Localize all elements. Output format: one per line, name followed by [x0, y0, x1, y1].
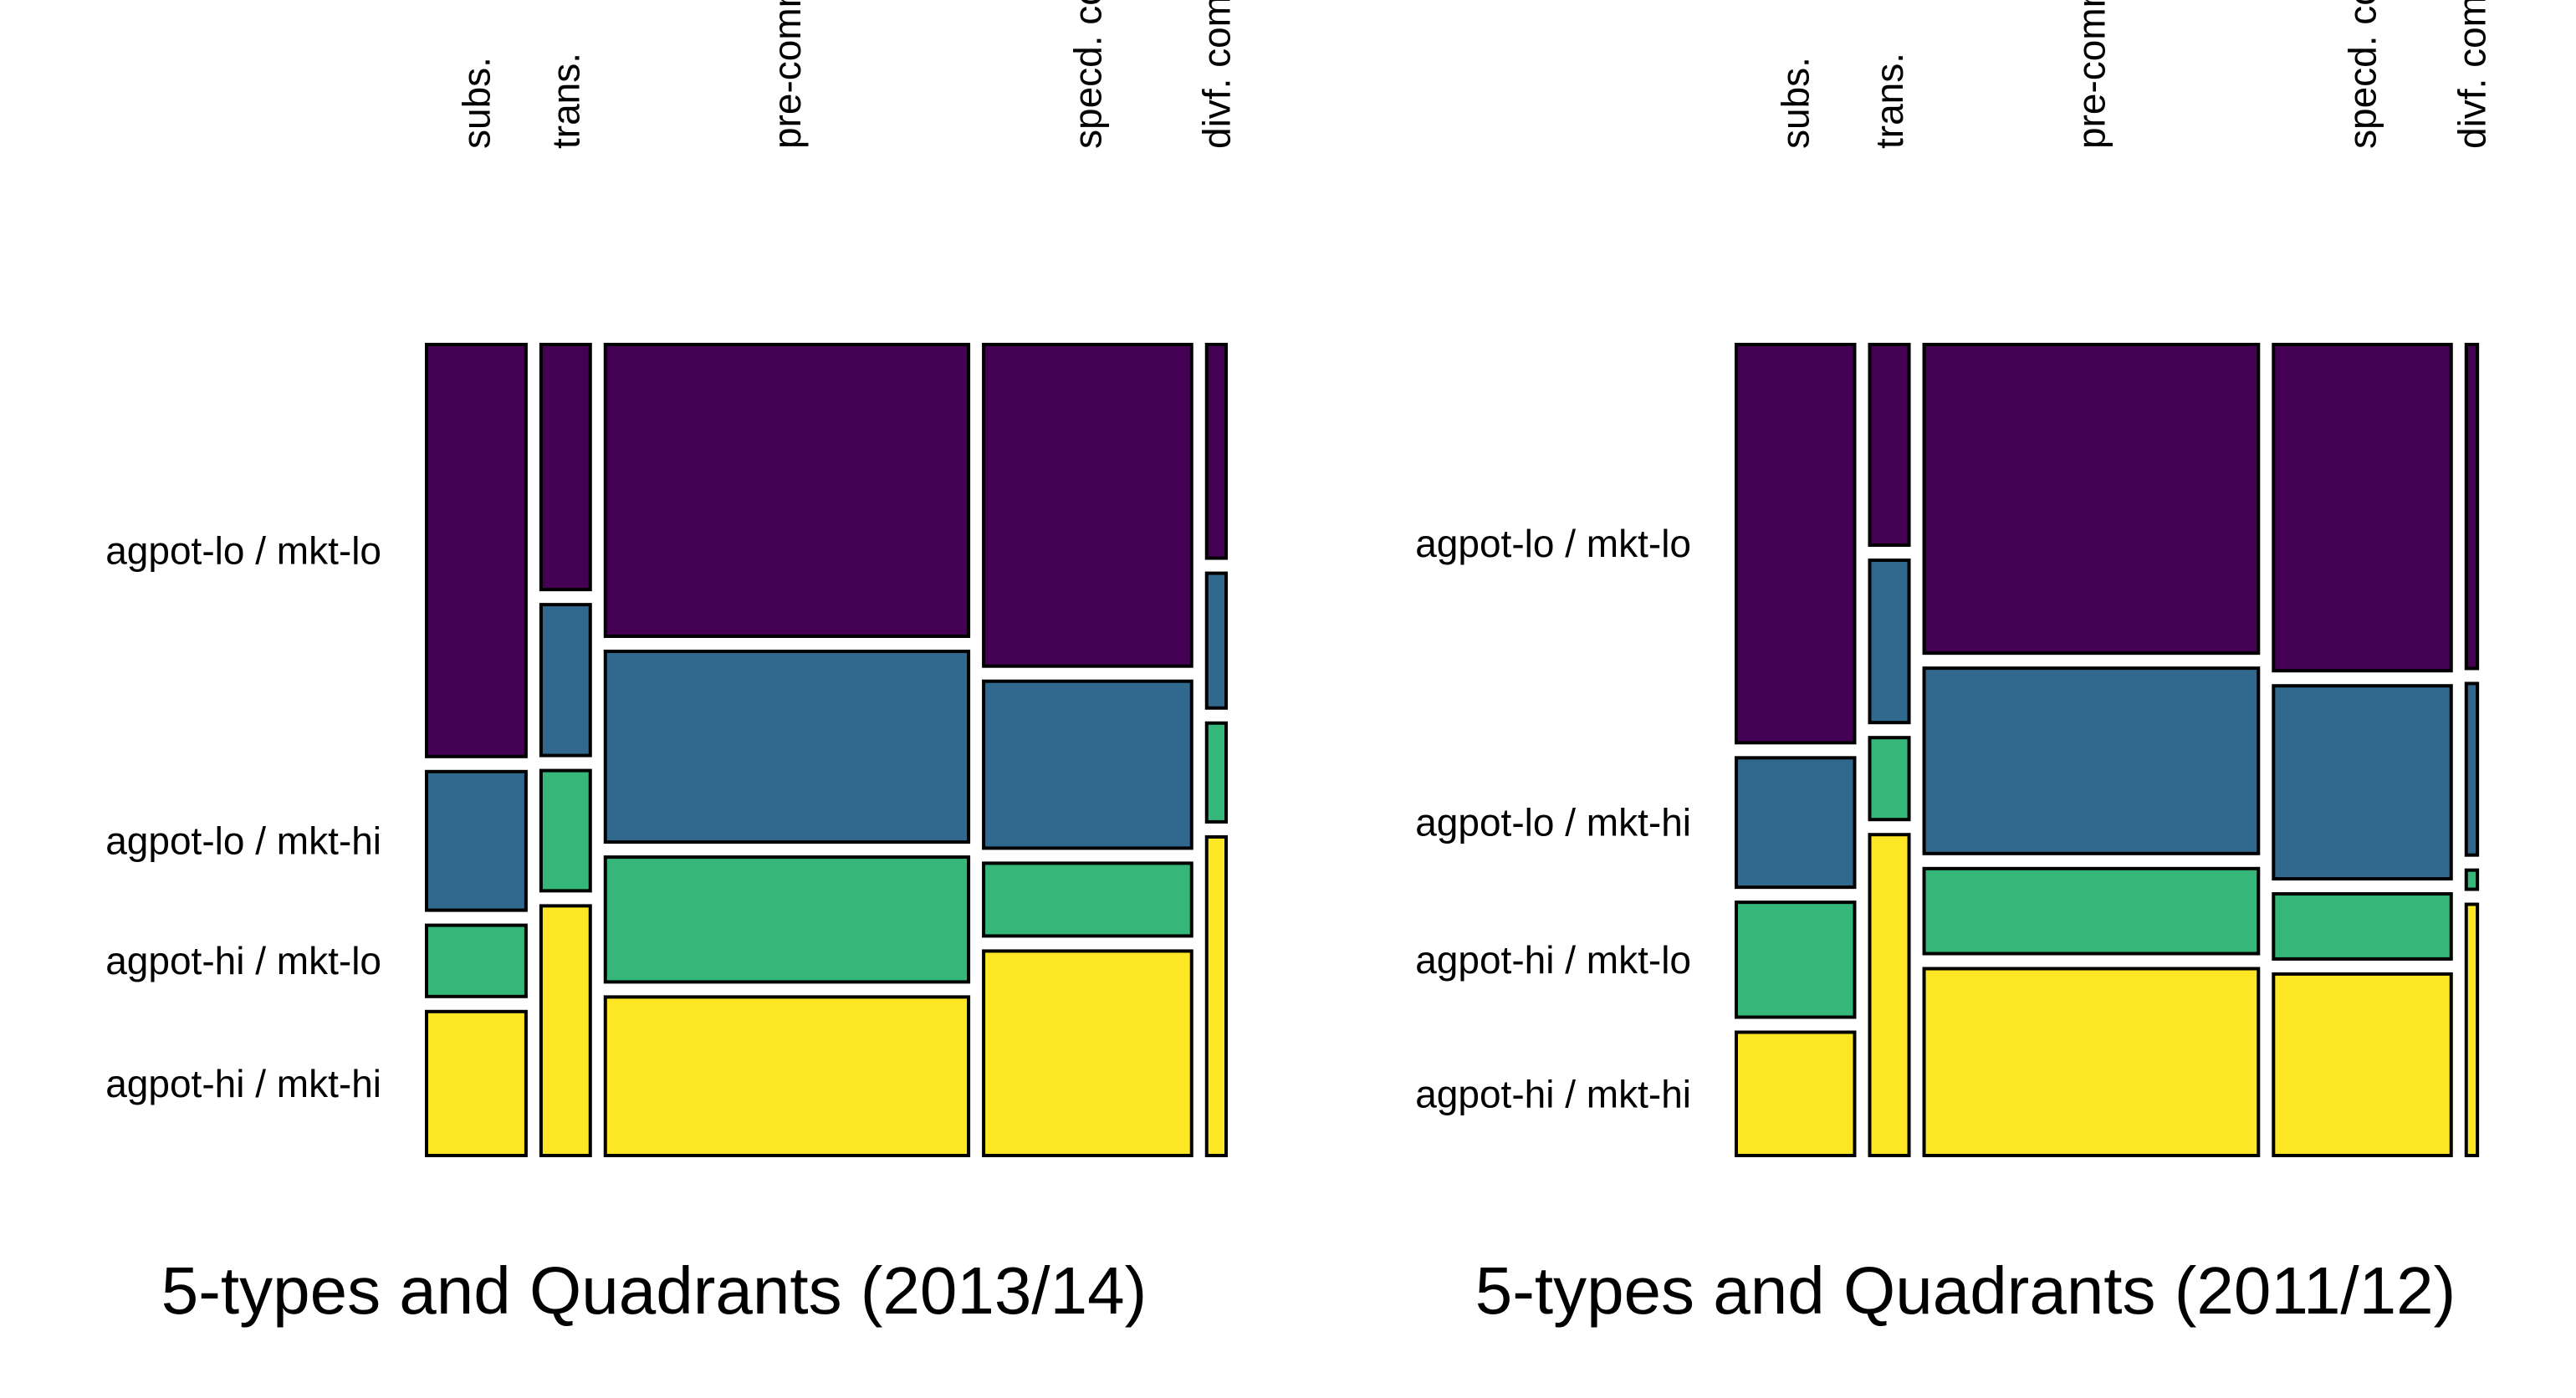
chart-title: 5-types and Quadrants (2011/12) — [1475, 1253, 2456, 1328]
mosaic-tile-divf-comm-agpot-lo-mkt-hi — [1204, 571, 1229, 710]
row-label: agpot-lo / mkt-lo — [1415, 522, 1691, 565]
mosaic-tile-subs-agpot-lo-mkt-lo — [425, 343, 528, 758]
mosaic-tile-divf-comm-agpot-lo-mkt-hi — [2464, 681, 2480, 857]
row-label: agpot-hi / mkt-lo — [105, 939, 381, 982]
column-label: divf. comm. — [1194, 0, 1238, 149]
mosaic-tile-trans-agpot-lo-mkt-hi — [1868, 558, 1911, 725]
mosaic-tile-trans-agpot-lo-mkt-lo — [539, 343, 592, 592]
row-label: agpot-hi / mkt-hi — [1415, 1072, 1691, 1115]
column-label: pre-comm. — [765, 0, 809, 149]
mosaic-tile-subs-agpot-hi-mkt-hi — [425, 1009, 528, 1157]
mosaic-tile-divf-comm-agpot-hi-mkt-hi — [2464, 902, 2480, 1157]
mosaic-tile-subs-agpot-lo-mkt-hi — [425, 769, 528, 912]
chart-title: 5-types and Quadrants (2013/14) — [161, 1253, 1147, 1328]
mosaic-tile-specd-comm-agpot-lo-mkt-lo — [982, 343, 1193, 668]
mosaic-tile-pre-comm-agpot-hi-mkt-lo — [1922, 866, 2261, 956]
mosaic-tile-specd-comm-agpot-lo-mkt-hi — [982, 679, 1193, 850]
column-label: trans. — [544, 53, 587, 149]
mosaic-tile-specd-comm-agpot-hi-mkt-hi — [2272, 972, 2453, 1157]
mosaic-tile-specd-comm-agpot-hi-mkt-lo — [2272, 892, 2453, 961]
mosaic-tile-specd-comm-agpot-lo-mkt-hi — [2272, 684, 2453, 881]
mosaic-panel-2013-14: 5-types and Quadrants (2013/14) subs. tra… — [105, 0, 1238, 1328]
row-label: agpot-hi / mkt-hi — [105, 1062, 381, 1105]
mosaic-tile-trans-agpot-hi-mkt-lo — [539, 768, 592, 893]
column-label: specd. comm. — [2341, 0, 2384, 149]
mosaic-tile-subs-agpot-lo-mkt-hi — [1735, 756, 1857, 890]
mosaic-tile-pre-comm-agpot-lo-mkt-hi — [1922, 666, 2261, 855]
mosaic-tile-trans-agpot-hi-mkt-lo — [1868, 736, 1911, 822]
mosaic-tile-subs-agpot-hi-mkt-lo — [425, 923, 528, 998]
row-label: agpot-lo / mkt-hi — [105, 819, 381, 863]
mosaic-tile-subs-agpot-hi-mkt-lo — [1735, 901, 1857, 1019]
column-label: subs. — [454, 57, 498, 149]
mosaic-tile-specd-comm-agpot-hi-mkt-hi — [982, 949, 1193, 1157]
mosaic-tile-divf-comm-agpot-hi-mkt-lo — [2464, 868, 2480, 891]
mosaic-tile-pre-comm-agpot-lo-mkt-hi — [603, 649, 971, 844]
mosaic-tile-specd-comm-agpot-hi-mkt-lo — [982, 861, 1193, 938]
mosaic-tile-trans-agpot-lo-mkt-hi — [539, 603, 592, 758]
row-label: agpot-lo / mkt-hi — [1415, 801, 1691, 844]
row-label: agpot-hi / mkt-lo — [1415, 938, 1691, 982]
mosaic-tile-trans-agpot-hi-mkt-hi — [1868, 833, 1911, 1157]
mosaic-tile-subs-agpot-hi-mkt-hi — [1735, 1030, 1857, 1158]
mosaic-tile-divf-comm-agpot-lo-mkt-lo — [1204, 343, 1229, 560]
mosaic-tile-trans-agpot-lo-mkt-lo — [1868, 343, 1911, 547]
mosaic-tile-pre-comm-agpot-lo-mkt-lo — [603, 343, 971, 638]
mosaic-tile-trans-agpot-hi-mkt-hi — [539, 904, 592, 1158]
mosaic-tile-divf-comm-agpot-lo-mkt-lo — [2464, 343, 2480, 671]
mosaic-tile-pre-comm-agpot-hi-mkt-hi — [1922, 967, 2261, 1157]
mosaic-tile-specd-comm-agpot-lo-mkt-lo — [2272, 343, 2453, 673]
mosaic-tile-pre-comm-agpot-hi-mkt-hi — [603, 995, 971, 1157]
column-label: specd. comm. — [1066, 0, 1109, 149]
mosaic-tile-pre-comm-agpot-hi-mkt-lo — [603, 855, 971, 984]
column-label: trans. — [1868, 53, 1911, 149]
mosaic-panel-2011-12: 5-types and Quadrants (2011/12) subs. tra… — [1415, 0, 2493, 1328]
mosaic-tile-divf-comm-agpot-hi-mkt-hi — [1204, 834, 1229, 1157]
column-label: pre-comm. — [2069, 0, 2113, 149]
mosaic-tile-divf-comm-agpot-hi-mkt-lo — [1204, 721, 1229, 824]
row-label: agpot-lo / mkt-lo — [105, 528, 381, 572]
column-label: divf. comm. — [2450, 0, 2493, 149]
mosaic-tile-pre-comm-agpot-lo-mkt-lo — [1922, 343, 2261, 656]
column-label: subs. — [1774, 57, 1817, 149]
mosaic-tile-subs-agpot-lo-mkt-lo — [1735, 343, 1857, 745]
